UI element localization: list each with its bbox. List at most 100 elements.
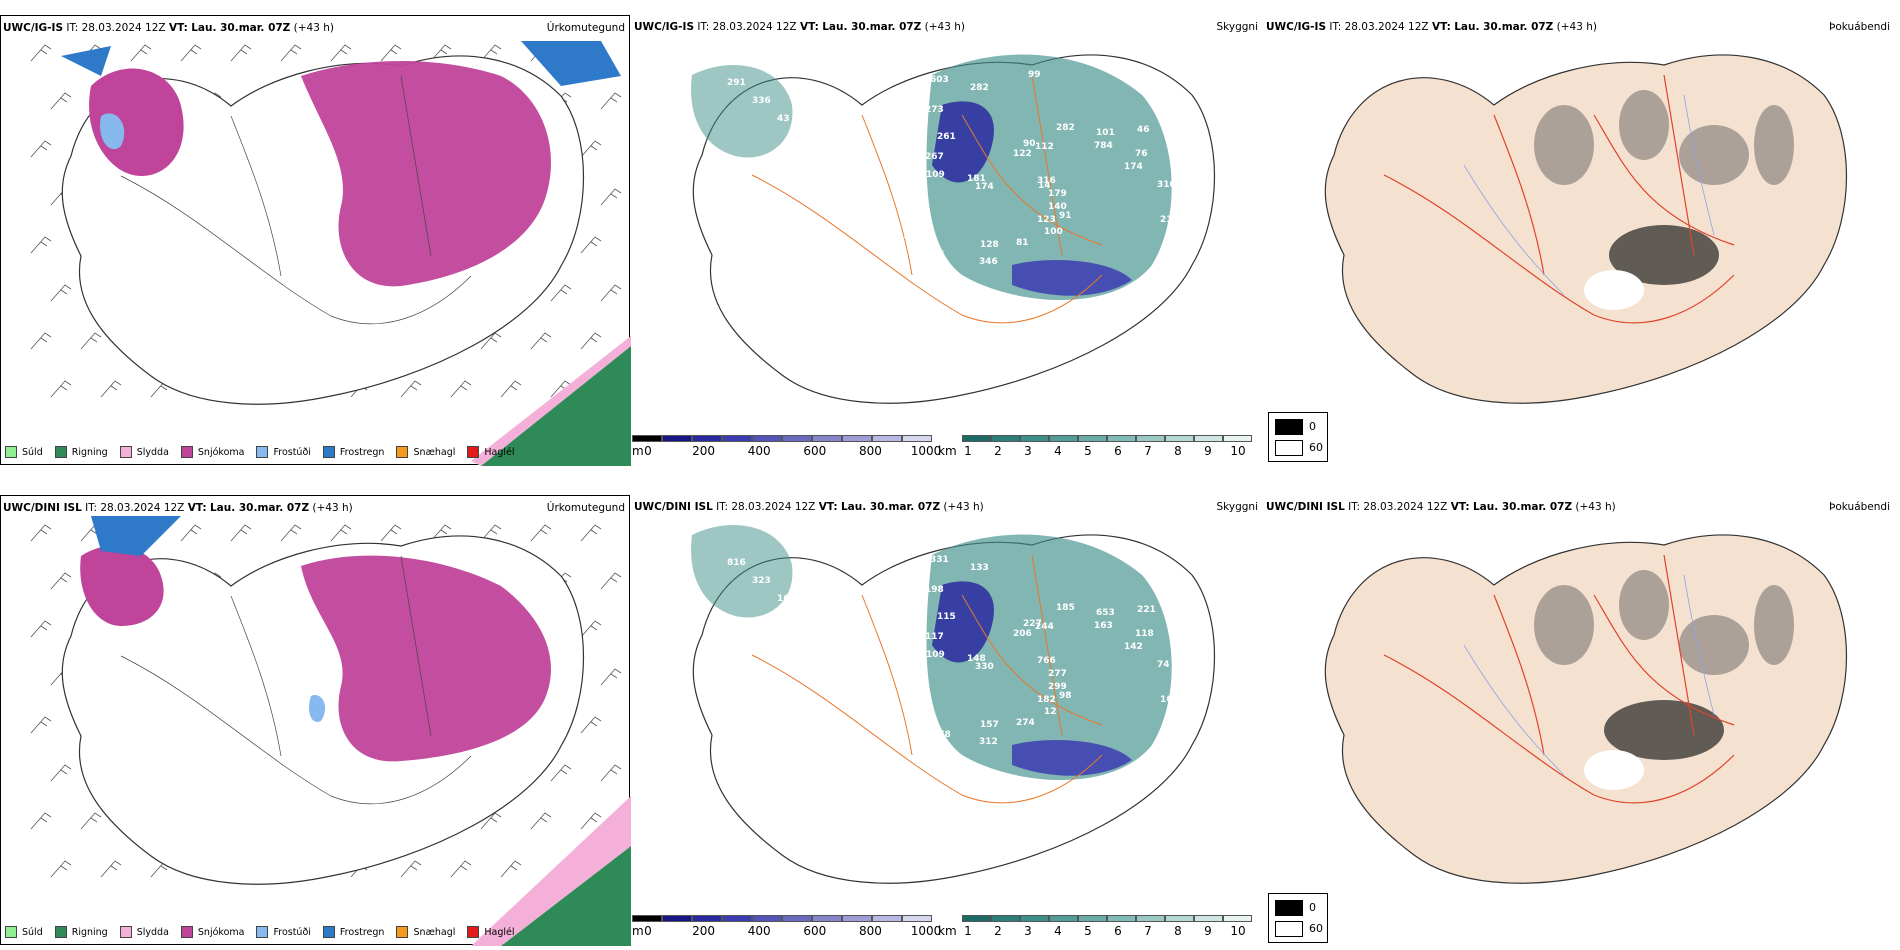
legend-item: Rigning <box>54 446 108 458</box>
visibility-value-label: 133 <box>970 563 989 573</box>
wind-barb <box>480 44 502 62</box>
colorbar-m-tick: 600 <box>803 444 827 458</box>
visibility-value-labels: 8163231669896022131233176633018512981184… <box>727 555 1179 747</box>
colorbar-km-tick: 8 <box>1174 444 1182 458</box>
wind-barb <box>600 92 622 110</box>
wind-barb <box>80 332 102 350</box>
visibility-value-label: 227 <box>1023 619 1042 629</box>
colorbar-km-tick: 2 <box>994 924 1002 938</box>
wind-barb <box>580 716 602 734</box>
wind-barb <box>580 524 602 542</box>
legend-label: Haglél <box>484 446 515 458</box>
wind-barb <box>50 284 72 302</box>
panel-header: UWC/DINI ISL IT: 28.03.2024 12Z VT: Lau.… <box>634 501 984 513</box>
visibility-colorbar-bottom: m 0 200 400 600 800 1000 km 1 2 3 4 5 6 7 8 9 10 <box>632 915 1252 945</box>
legend-item: Snæhagl <box>396 926 455 938</box>
colorbar-m-segment <box>662 915 692 922</box>
panel-title: Úrkomutegund <box>546 22 625 34</box>
panel-header: UWC/IG-IS IT: 28.03.2024 12Z VT: Lau. 30… <box>634 21 965 33</box>
sleet-strip-se <box>471 336 631 466</box>
visibility-value-label: 98 <box>898 611 911 621</box>
visibility-value-label: 198 <box>925 585 944 595</box>
visibility-value-label: 182 <box>1037 695 1056 705</box>
colorbar-km-unit: km <box>938 444 957 458</box>
colorbar-m-tick: 800 <box>858 924 882 938</box>
visibility-value-label: 181 <box>967 174 986 184</box>
colorbar-m-segment <box>812 915 842 922</box>
colorbar-km-segment <box>1107 435 1136 442</box>
visibility-value-label: 299 <box>1048 682 1067 692</box>
freezing-drizzle-c <box>309 695 326 722</box>
visibility-value-label: 166 <box>1160 695 1179 705</box>
panel-title: Úrkomutegund <box>546 502 625 514</box>
panel-header: UWC/DINI ISL IT: 28.03.2024 12Z VT: Lau.… <box>1266 501 1616 513</box>
visibility-value-label: 140 <box>1048 202 1067 212</box>
visibility-value-label: 277 <box>1048 669 1067 679</box>
colorbar-m-segment <box>632 915 662 922</box>
fog-map-top <box>1324 54 1848 404</box>
fog-legend-swatch-0 <box>1275 900 1303 916</box>
visibility-value-label: 148 <box>967 654 986 664</box>
visibility-value-label: 816 <box>727 558 746 568</box>
colorbar-km-segment <box>1020 915 1049 922</box>
legend-label: Súld <box>22 926 43 938</box>
colorbar-km-tick: 6 <box>1114 924 1122 938</box>
legend-label: Snæhagl <box>413 446 456 458</box>
colorbar-km-tick: 2 <box>994 444 1002 458</box>
wind-barb <box>500 860 522 878</box>
visibility-value-label: 43 <box>777 114 790 124</box>
colorbar-km-segment <box>962 915 991 922</box>
colorbar-m-tick: 200 <box>692 924 716 938</box>
wind-barb <box>530 812 552 830</box>
legend-label: Frostúði <box>273 446 311 458</box>
visibility-value-label: 179 <box>1048 189 1067 199</box>
legend-swatch <box>5 926 17 938</box>
visibility-value-label: 74 <box>1157 660 1170 670</box>
colorbar-km-tick: 1 <box>964 444 972 458</box>
wind-barb <box>600 572 622 590</box>
colorbar-km-tick: 4 <box>1054 924 1062 938</box>
wind-barb <box>50 860 72 878</box>
colorbar-km-segment <box>1165 435 1194 442</box>
colorbar-m-segment <box>902 915 932 922</box>
colorbar-km-segment <box>1165 915 1194 922</box>
colorbar-m-unit: m <box>632 444 644 458</box>
colorbar-km-tick: 3 <box>1024 924 1032 938</box>
visibility-colorbar-top: m 0 200 400 600 800 1000 km 1 2 3 4 5 6 7 8 9 10 <box>632 435 1252 465</box>
colorbar-m-segment <box>872 915 902 922</box>
visibility-value-label: 109 <box>926 650 945 660</box>
visibility-value-label: 282 <box>1056 123 1075 133</box>
colorbar-m-segment <box>782 915 812 922</box>
colorbar-km-segment <box>1223 435 1252 442</box>
visibility-value-label: 310 <box>1157 180 1176 190</box>
visibility-panel-top: 291 336 43 91 73 46 346 603 316 174 282 100 90 76 96 12… <box>632 15 1262 435</box>
colorbar-m-tick: 400 <box>747 444 771 458</box>
colorbar-km-tick: 9 <box>1204 924 1212 938</box>
wind-barb <box>450 860 472 878</box>
precip-type-panel-bottom: UWC/DINI ISL IT: 28.03.2024 12Z VT: Lau.… <box>0 495 631 946</box>
vis-blue-south <box>1012 260 1132 296</box>
visibility-value-label: 117 <box>925 632 944 642</box>
colorbar-m-tick: 0 <box>644 444 652 458</box>
visibility-value-label: 14 <box>1038 181 1051 191</box>
colorbar-m-segment <box>812 435 842 442</box>
colorbar-km-segment <box>991 915 1020 922</box>
colorbar-km-segment <box>1223 915 1252 922</box>
visibility-value-label: 267 <box>925 152 944 162</box>
colorbar-km-unit: km <box>938 924 957 938</box>
fog-shading <box>1534 90 1794 185</box>
wind-barb <box>530 524 552 542</box>
wind-barb <box>30 236 52 254</box>
visibility-panel-bottom: 816 323 166 98 960 221 312 331 766 330 185 12 98 118 4… <box>632 495 1262 915</box>
colorbar-m-segment <box>662 435 692 442</box>
wind-barb <box>430 44 452 62</box>
visibility-value-label: 274 <box>1016 718 1035 728</box>
colorbar-m-segment <box>632 435 662 442</box>
legend-swatch <box>396 446 409 458</box>
visibility-value-label: 346 <box>979 257 998 267</box>
wind-barb <box>230 44 252 62</box>
wind-barb <box>600 284 622 302</box>
colorbar-m-tick: 1000 <box>910 444 942 458</box>
wind-barb <box>580 620 602 638</box>
visibility-value-label: 123 <box>1037 215 1056 225</box>
